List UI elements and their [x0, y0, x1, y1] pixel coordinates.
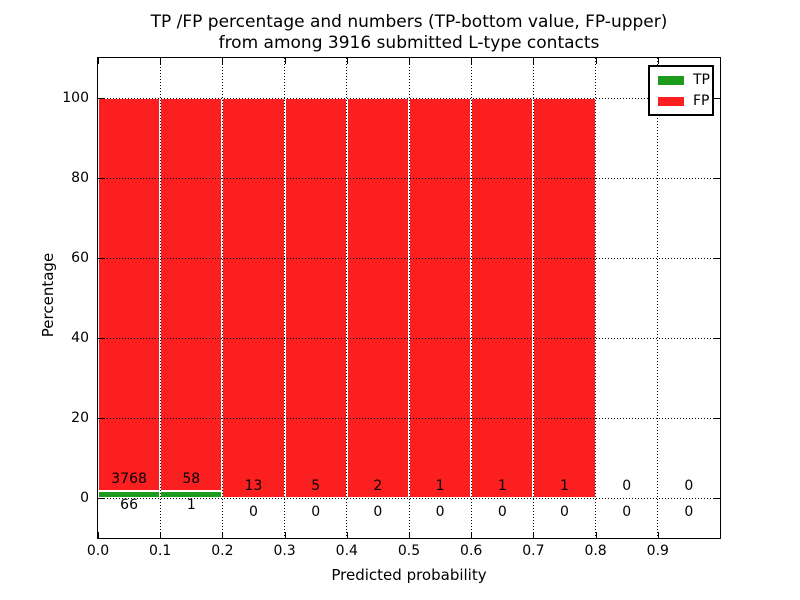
- x-tick-mark: [222, 532, 224, 538]
- legend-entry-fp: FP: [658, 94, 710, 108]
- tp-count-label: 0: [435, 504, 445, 520]
- y-tick-mark: [98, 498, 104, 499]
- x-tick-mark: [409, 532, 410, 538]
- tp-count-label: 0: [311, 504, 321, 520]
- x-tick-mark: [346, 532, 348, 538]
- fp-count-label: 1: [497, 478, 507, 494]
- y-tick-label: 80: [71, 170, 89, 186]
- tp-count-label: 0: [622, 504, 632, 520]
- x-gridline: [346, 58, 348, 538]
- y-tick-mark: [98, 338, 104, 339]
- x-tick-mark: [657, 58, 659, 64]
- fp-count-label: 1: [560, 478, 569, 494]
- x-tick-label: 0.1: [149, 543, 172, 559]
- fp-bar: [533, 98, 596, 498]
- x-tick-mark: [284, 532, 286, 538]
- x-tick-mark: [98, 532, 99, 538]
- tp-count-label: 0: [560, 504, 569, 520]
- x-gridline: [657, 58, 659, 538]
- y-tick-mark: [714, 258, 720, 259]
- chart-title-line1: TP /FP percentage and numbers (TP-bottom…: [150, 12, 668, 32]
- fp-bar: [409, 98, 472, 498]
- y-tick-label: 20: [71, 410, 89, 426]
- y-tick-label: 60: [71, 250, 89, 266]
- x-tick-mark: [346, 58, 348, 64]
- y-axis-label: Percentage: [39, 252, 57, 338]
- x-tick-label: 0.7: [522, 543, 545, 559]
- x-tick-label: 0.0: [86, 543, 110, 559]
- y-tick-mark: [98, 178, 104, 179]
- y-tick-label: 100: [62, 90, 89, 106]
- tp-count-label: 0: [373, 504, 383, 520]
- x-tick-mark: [657, 532, 659, 538]
- fp-bar: [160, 98, 223, 492]
- fp-count-label: 5: [311, 478, 321, 494]
- y-tick-mark: [714, 178, 720, 179]
- fp-count-label: 2: [373, 478, 383, 494]
- x-tick-label: 0.8: [584, 543, 607, 559]
- x-tick-label: 0.9: [646, 543, 669, 559]
- tp-count-label: 66: [120, 497, 138, 514]
- legend: TP FP: [648, 65, 714, 116]
- y-tick-label: 40: [71, 330, 89, 346]
- y-tick-mark: [714, 338, 720, 339]
- fp-bar: [222, 98, 285, 498]
- y-tick-mark: [714, 418, 720, 419]
- x-tick-mark: [160, 58, 162, 64]
- x-gridline: [532, 58, 534, 538]
- x-tick-label: 0.4: [335, 543, 358, 559]
- x-tick-mark: [471, 532, 473, 538]
- x-tick-mark: [471, 58, 473, 64]
- fp-count-label: 3768: [111, 471, 147, 488]
- fp-bar: [346, 98, 409, 498]
- x-gridline: [595, 58, 597, 538]
- x-tick-label: 0.6: [460, 543, 483, 559]
- x-tick-mark: [533, 58, 535, 64]
- tp-count-label: 1: [186, 497, 196, 514]
- x-gridline: [408, 58, 410, 538]
- x-axis-label: Predicted probability: [331, 566, 487, 584]
- y-tick-mark: [98, 98, 104, 99]
- y-tick-mark: [98, 418, 104, 419]
- fp-count-label: 13: [244, 478, 263, 494]
- tp-count-label: 0: [497, 504, 507, 520]
- plot-area: 3768 66 58 1 13 0 5 0 2 0 1 0 1 0 1 0 0 0 0 0: [97, 57, 721, 539]
- fp-bar: [284, 98, 347, 498]
- x-tick-mark: [222, 58, 224, 64]
- y-tick-mark: [714, 98, 720, 99]
- fp-color-swatch: [658, 96, 684, 106]
- x-tick-mark: [98, 58, 99, 64]
- legend-label-tp: TP: [693, 72, 710, 88]
- y-tick-label: 0: [80, 490, 89, 506]
- x-gridline: [284, 58, 286, 538]
- legend-label-fp: FP: [693, 93, 710, 109]
- tp-bar: [98, 491, 161, 498]
- tp-count-label: 0: [249, 504, 258, 520]
- x-tick-mark: [284, 58, 286, 64]
- y-tick-mark: [98, 258, 104, 259]
- x-tick-label: 0.2: [211, 543, 234, 559]
- fp-count-label: 58: [182, 471, 201, 488]
- legend-entry-tp: TP: [658, 73, 710, 87]
- y-tick-mark: [714, 498, 720, 499]
- fp-count-label: 0: [684, 478, 694, 494]
- x-tick-label: 0.3: [273, 543, 296, 559]
- fp-bar: [471, 98, 534, 498]
- x-tick-label: 0.5: [397, 543, 421, 559]
- x-tick-mark: [595, 532, 597, 538]
- fp-count-label: 0: [622, 478, 632, 494]
- x-gridline: [470, 58, 472, 538]
- x-tick-mark: [160, 532, 162, 538]
- fp-count-label: 1: [435, 478, 445, 494]
- chart-title-line2: from among 3916 submitted L-type contact…: [218, 33, 600, 53]
- tp-color-swatch: [658, 75, 684, 85]
- x-tick-mark: [595, 58, 597, 64]
- x-gridline: [221, 58, 223, 538]
- fp-bar: [98, 98, 161, 492]
- x-gridline: [159, 58, 161, 538]
- tp-count-label: 0: [684, 504, 694, 520]
- x-tick-mark: [409, 58, 410, 64]
- x-tick-mark: [533, 532, 535, 538]
